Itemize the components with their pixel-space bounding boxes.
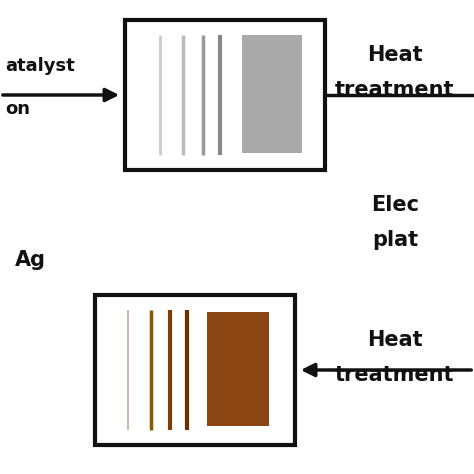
Bar [125, 20, 325, 170]
Bar [242, 35, 302, 153]
Text: treatment: treatment [335, 80, 455, 100]
Text: Heat: Heat [367, 45, 423, 65]
Text: Heat: Heat [367, 330, 423, 350]
Text: treatment: treatment [335, 365, 455, 385]
Text: on: on [5, 100, 30, 118]
Text: Elec: Elec [371, 195, 419, 215]
Bar [207, 312, 269, 426]
Bar [95, 295, 295, 445]
Text: plat: plat [372, 230, 418, 250]
Text: atalyst: atalyst [5, 57, 75, 75]
Text: Ag: Ag [15, 250, 46, 270]
